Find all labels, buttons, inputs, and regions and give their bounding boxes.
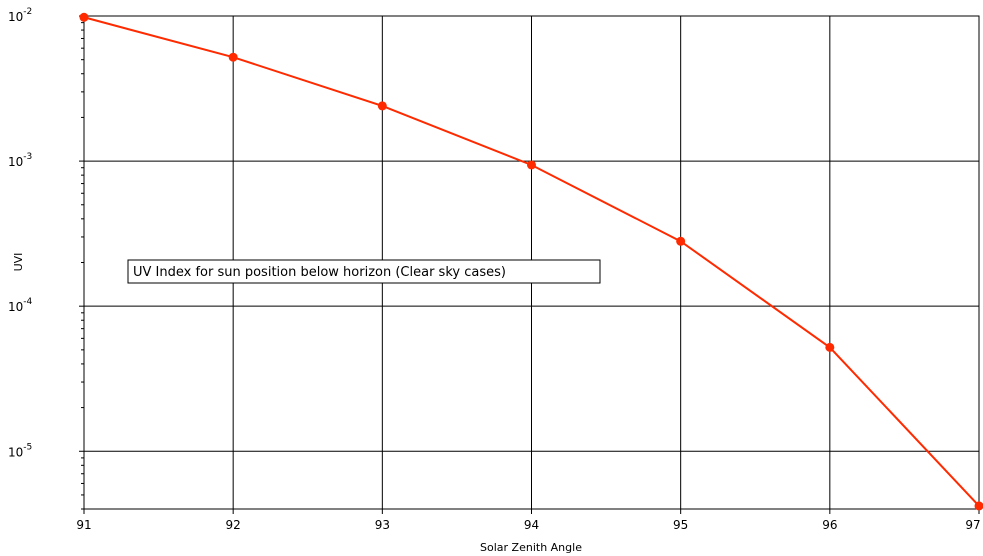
annotation-frame xyxy=(127,259,601,284)
x-tick-label: 97 xyxy=(965,518,980,532)
y-tick-label: 10-2 xyxy=(8,7,32,24)
x-tick-label: 93 xyxy=(375,518,390,532)
y-axis-ticks: 10-2 10-3 10-4 10-5 xyxy=(8,7,84,510)
data-point xyxy=(527,160,536,170)
series-layer xyxy=(79,12,983,511)
annotation-text: UV Index for sun position below horizon … xyxy=(133,265,506,280)
data-point xyxy=(974,501,983,511)
x-axis-ticks: 91 92 93 94 95 96 97 xyxy=(76,509,981,532)
y-tick-label: 10-4 xyxy=(8,297,33,314)
x-tick-label: 94 xyxy=(524,518,539,532)
x-axis-title: Solar Zenith Angle xyxy=(480,541,582,554)
x-tick-label: 96 xyxy=(822,518,837,532)
y-tick-label: 10-3 xyxy=(8,152,32,169)
y-axis-title: UVI xyxy=(12,253,25,272)
y-tick-label: 10-5 xyxy=(8,442,32,459)
data-point xyxy=(676,236,686,246)
data-point xyxy=(377,101,387,111)
x-tick-label: 91 xyxy=(76,518,91,532)
annotation-box: UV Index for sun position below horizon … xyxy=(127,259,601,284)
x-tick-label: 95 xyxy=(673,518,688,532)
data-point xyxy=(228,52,238,62)
data-point xyxy=(79,12,89,22)
data-point xyxy=(825,342,835,352)
x-tick-label: 92 xyxy=(226,518,241,532)
